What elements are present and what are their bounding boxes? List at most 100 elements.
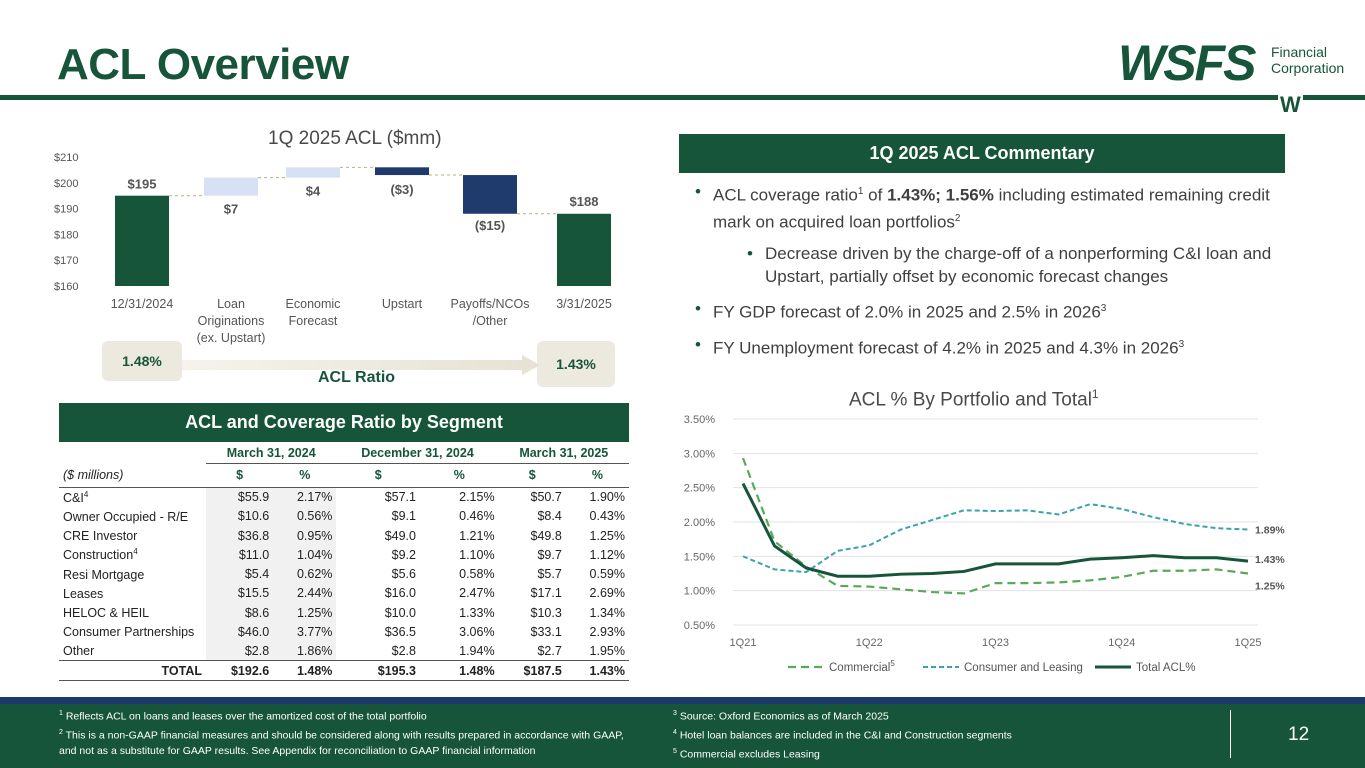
col-header: $ — [206, 463, 274, 488]
segment-cell: 0.56% — [273, 506, 337, 526]
segment-cell: $36.5 — [384, 625, 416, 640]
waterfall-category-label: Economic — [286, 297, 341, 311]
waterfall-y-axis: $210 $200 $190 $180 $170 $160 — [54, 152, 78, 293]
logo: WSFS — [1118, 35, 1256, 91]
segment-cell: 2.44% — [273, 583, 337, 604]
legend-label: Commercial5 — [829, 659, 895, 674]
logo-subtitle: Financial Corporation — [1271, 44, 1344, 76]
commentary-header: 1Q 2025 ACL Commentary — [679, 134, 1285, 173]
y-tick-label: 3.50% — [684, 414, 715, 426]
segment-cell: $36.8 — [206, 525, 274, 546]
segment-cell: 1.33% — [459, 605, 495, 620]
segment-cell: $33.1 — [530, 625, 562, 640]
segment-cell: 2.93% — [589, 625, 625, 640]
waterfall-bar — [286, 167, 340, 178]
line-chart-grid: 3.50% 3.00% 2.50% 2.00% 1.50% 1.00% 0.50% 1Q21 1… — [684, 414, 1262, 649]
segment-cell: $17.1 — [530, 586, 562, 601]
table-row: Leases $15.5 2.44% $16.0 2.47% $17.1 2.69% — [59, 583, 629, 604]
total-cell: 1.43% — [565, 660, 629, 681]
footnotes-right: 3 Source: Oxford Economics as of March 2… — [673, 710, 1012, 761]
y-tick-label: 1.00% — [684, 586, 715, 598]
waterfall-category-label: (ex. Upstart) — [197, 331, 266, 345]
table-total-row: TOTAL $192.6 1.48% $195.3 1.48% $187.5 1.43% — [59, 660, 629, 681]
segment-cell: 1.95% — [589, 644, 625, 659]
series-line — [742, 503, 1249, 574]
legend-sup: 5 — [890, 659, 895, 668]
segment-cell: $49.8 — [530, 528, 562, 543]
table-row: CRE Investor $36.8 0.95% $49.0 1.21% $49.8 1.2… — [59, 525, 629, 546]
waterfall-bar — [557, 213, 611, 286]
segment-cell: $5.7 — [537, 567, 562, 582]
total-cell: $195.3 — [336, 660, 420, 681]
table-row: Resi Mortgage $5.4 0.62% $5.6 0.58% $5.7 0.59% — [59, 564, 629, 584]
segment-cell: 1.86% — [273, 641, 337, 661]
line-chart-title: ACL % By Portfolio and Total1 — [849, 387, 1099, 411]
waterfall-bar — [463, 175, 517, 214]
col-header: % — [273, 463, 337, 488]
logo-w-mark: W — [1278, 92, 1303, 117]
waterfall-bar — [375, 167, 429, 176]
waterfall-categories: 12/31/2024 Loan Originations (ex. Upstart) E… — [111, 297, 612, 345]
segment-cell: $2.8 — [391, 644, 416, 659]
header-rule — [0, 95, 1365, 100]
period-header: March 31, 2024 — [206, 444, 337, 464]
segment-cell: $8.6 — [206, 603, 274, 623]
logo-sub-line2: Corporation — [1271, 60, 1345, 76]
segment-cell: 2.15% — [459, 490, 495, 505]
page-number: 12 — [1288, 724, 1310, 745]
table-row: C&I4 $55.9 2.17% $57.1 2.15% $50.7 1.90% — [59, 487, 629, 507]
waterfall-bars — [115, 166, 611, 286]
x-tick-label: 1Q22 — [856, 637, 883, 649]
segment-cell: $50.7 — [530, 490, 562, 505]
segment-cell: 2.69% — [589, 586, 625, 601]
segment-cell: $55.9 — [206, 487, 274, 507]
total-cell: 1.48% — [419, 660, 499, 681]
segment-cell: $9.1 — [391, 509, 416, 524]
segment-cell: 1.21% — [459, 528, 495, 543]
y-tick-label: $180 — [54, 229, 78, 241]
segment-cell: 3.06% — [459, 625, 495, 640]
segment-cell: $16.0 — [384, 586, 416, 601]
segment-cell: 0.58% — [459, 567, 495, 582]
segment-cell: $5.4 — [206, 564, 274, 584]
waterfall-value-label: $188 — [570, 194, 599, 209]
total-cell: 1.48% — [273, 660, 337, 681]
ratio-start-badge: 1.48% — [102, 341, 182, 381]
waterfall-category-label: Payoffs/NCOs — [451, 297, 530, 311]
y-tick-label: 2.00% — [684, 517, 715, 529]
segment-name: HELOC & HEIL — [63, 606, 150, 621]
table-row: Other $2.8 1.86% $2.8 1.94% $2.7 1.95% — [59, 641, 629, 661]
waterfall-category-label: Forecast — [289, 314, 338, 328]
waterfall-labels: $195 $7 $4 ($3) ($15) $188 — [128, 177, 599, 233]
commentary-bullet: FY GDP forecast of 2.0% in 2025 and 2.5%… — [693, 297, 1293, 324]
segment-table: March 31, 2024 December 31, 2024 March 3… — [59, 444, 629, 681]
legend-label: Total ACL% — [1136, 662, 1195, 674]
y-tick-label: 2.50% — [684, 483, 715, 495]
col-header: % — [419, 463, 499, 488]
waterfall-value-label: $7 — [224, 202, 238, 217]
segment-cell: $15.5 — [206, 583, 274, 604]
y-tick-label: $160 — [54, 281, 78, 293]
segment-cell: $10.3 — [530, 605, 562, 620]
y-tick-label: $210 — [54, 152, 78, 164]
table-row: HELOC & HEIL $8.6 1.25% $10.0 1.33% $10.3 1.34… — [59, 603, 629, 623]
x-tick-label: 1Q21 — [730, 637, 757, 649]
segment-cell: $10.6 — [206, 506, 274, 526]
segment-cell: 1.90% — [589, 490, 625, 505]
col-header: $ — [336, 463, 420, 488]
segment-cell: $9.7 — [537, 547, 562, 562]
commentary-sub-bullet: Decrease driven by the charge-off of a n… — [745, 242, 1293, 288]
total-label: TOTAL — [59, 660, 206, 681]
col-header: $ — [498, 463, 566, 488]
commentary-list: ACL coverage ratio1 of 1.43%; 1.56% incl… — [693, 180, 1293, 369]
table-row: Owner Occupied - R/E $10.6 0.56% $9.1 0.46% $… — [59, 506, 629, 526]
unit-label: ($ millions) — [59, 463, 206, 488]
segment-cell: 0.46% — [459, 509, 495, 524]
line-chart-labels: 1.25% 1.89% 1.43% — [1255, 525, 1285, 593]
segment-cell: $11.0 — [206, 545, 274, 565]
segment-name: Leases — [63, 587, 104, 601]
y-tick-label: $200 — [54, 178, 78, 190]
logo-sub-line1: Financial — [1271, 44, 1328, 60]
series-end-label: 1.89% — [1255, 525, 1285, 537]
segment-cell: $9.2 — [391, 547, 416, 562]
